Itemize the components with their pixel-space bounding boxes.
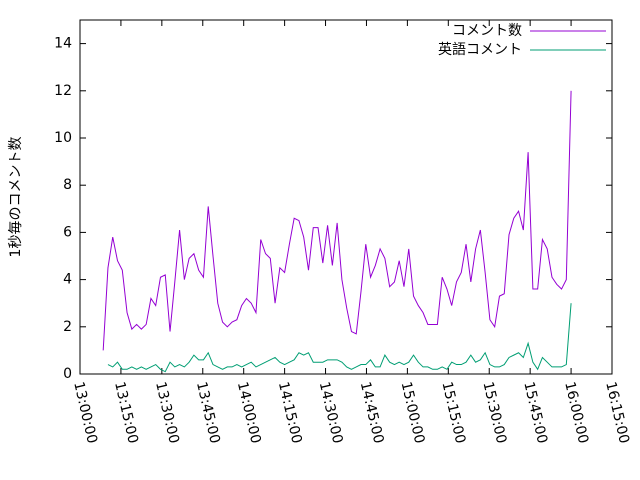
y-tick-label: 4 bbox=[63, 272, 72, 288]
x-tick-label: 13:45:00 bbox=[193, 380, 223, 445]
y-tick-label: 12 bbox=[54, 83, 72, 99]
y-tick-label: 2 bbox=[63, 319, 72, 335]
plot-border bbox=[79, 19, 613, 375]
series-line bbox=[102, 90, 572, 351]
x-tick-label: 14:00:00 bbox=[234, 380, 264, 445]
x-tick-label: 13:15:00 bbox=[111, 380, 141, 445]
y-tick-label: 10 bbox=[54, 130, 72, 146]
x-tick-label: 14:45:00 bbox=[357, 380, 387, 445]
x-tick-label: 14:30:00 bbox=[316, 380, 346, 445]
x-tick-label: 15:30:00 bbox=[479, 380, 509, 445]
x-tick-label: 15:15:00 bbox=[439, 380, 469, 445]
y-tick-label: 14 bbox=[54, 36, 72, 52]
legend-label: コメント数 bbox=[452, 23, 522, 39]
legend-label: 英語コメント bbox=[438, 41, 522, 58]
y-tick-label: 0 bbox=[63, 366, 72, 382]
y-tick-label: 6 bbox=[63, 224, 72, 240]
x-tick-label: 15:00:00 bbox=[398, 380, 428, 445]
y-tick-label: 8 bbox=[63, 177, 72, 193]
y-axis-label: 1秒毎のコメント数 bbox=[8, 137, 24, 258]
x-tick-label: 15:45:00 bbox=[520, 380, 550, 445]
x-tick-label: 16:15:00 bbox=[602, 380, 632, 445]
x-tick-label: 13:00:00 bbox=[70, 380, 100, 445]
series-line bbox=[107, 303, 572, 373]
x-tick-label: 16:00:00 bbox=[561, 380, 591, 445]
x-tick-label: 14:15:00 bbox=[275, 380, 305, 445]
x-tick-label: 13:30:00 bbox=[152, 380, 182, 445]
